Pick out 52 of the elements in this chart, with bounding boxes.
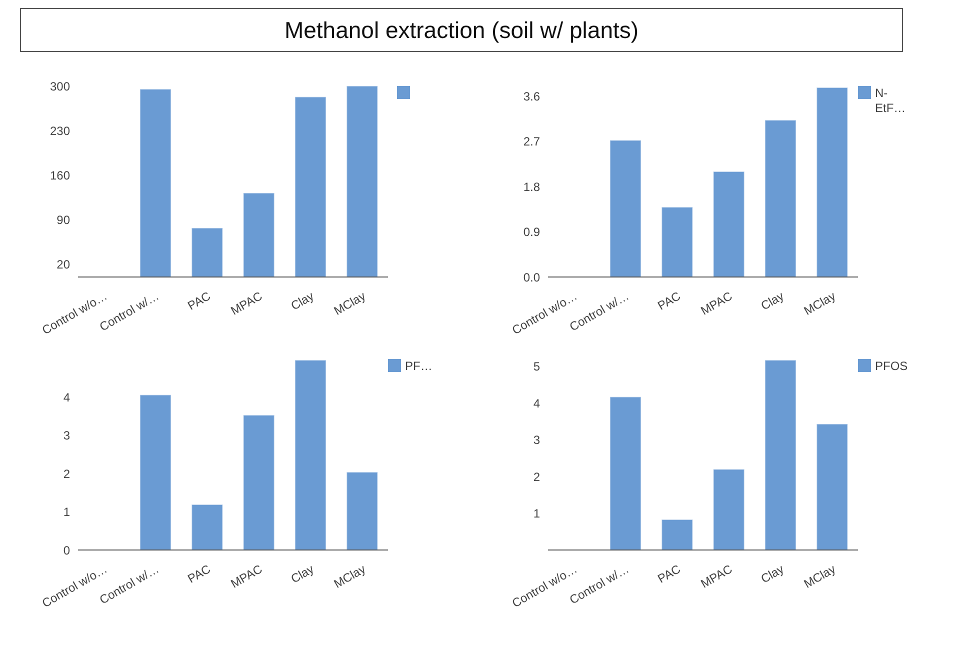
y-tick-label: 20 <box>56 258 70 272</box>
y-tick-label: 160 <box>50 168 70 182</box>
bar <box>816 424 848 550</box>
bar <box>661 206 694 277</box>
x-tick-label: Clay <box>758 288 786 313</box>
bar <box>140 88 172 277</box>
x-tick-label: Clay <box>758 562 786 586</box>
bar <box>191 227 224 277</box>
x-tick-label: Clay <box>288 562 316 586</box>
x-tick-label: PAC <box>185 288 214 313</box>
y-tick-label: 4 <box>533 396 540 410</box>
bar <box>712 170 745 277</box>
y-tick-label: 230 <box>50 124 70 138</box>
legend-label: PF… <box>405 359 434 374</box>
x-tick-label: Clay <box>288 288 316 313</box>
y-tick-label: 4 <box>63 390 70 404</box>
y-tick-label: 5 <box>533 360 540 374</box>
x-tick-label: PAC <box>185 562 214 586</box>
bar <box>764 360 796 550</box>
text: Methanol extraction (soil w/ plants) <box>20 8 903 52</box>
bar <box>242 192 275 277</box>
y-tick-label: 0.0 <box>523 270 540 284</box>
bar <box>191 504 224 550</box>
bar <box>610 140 642 277</box>
bar <box>242 414 275 550</box>
bar <box>346 86 378 277</box>
y-tick-label: 1 <box>63 505 70 520</box>
x-tick-label: PAC <box>655 562 684 586</box>
bar <box>712 468 745 550</box>
bar <box>764 120 796 277</box>
y-tick-label: 2 <box>63 466 70 481</box>
bar <box>140 394 172 550</box>
bar <box>346 472 378 550</box>
y-tick-label: 0 <box>63 543 70 558</box>
bar <box>816 87 848 277</box>
y-tick-label: 0.9 <box>523 225 540 240</box>
bar <box>610 396 642 550</box>
x-tick-label: PAC <box>655 288 684 313</box>
y-tick-label: 3 <box>63 428 70 443</box>
legend-label: N-EtF… <box>875 86 907 116</box>
y-tick-label: 1 <box>533 506 540 521</box>
y-tick-label: 3.6 <box>523 89 540 104</box>
y-tick-label: 300 <box>50 79 70 94</box>
bar <box>661 519 694 550</box>
bar <box>294 360 326 550</box>
y-tick-label: 2.7 <box>523 134 540 149</box>
y-tick-label: 2 <box>533 470 540 484</box>
y-tick-label: 3 <box>533 433 540 448</box>
bar <box>294 96 326 277</box>
y-tick-label: 1.8 <box>523 180 540 194</box>
y-tick-label: 90 <box>56 212 70 227</box>
legend-label: PFOS <box>875 359 909 374</box>
